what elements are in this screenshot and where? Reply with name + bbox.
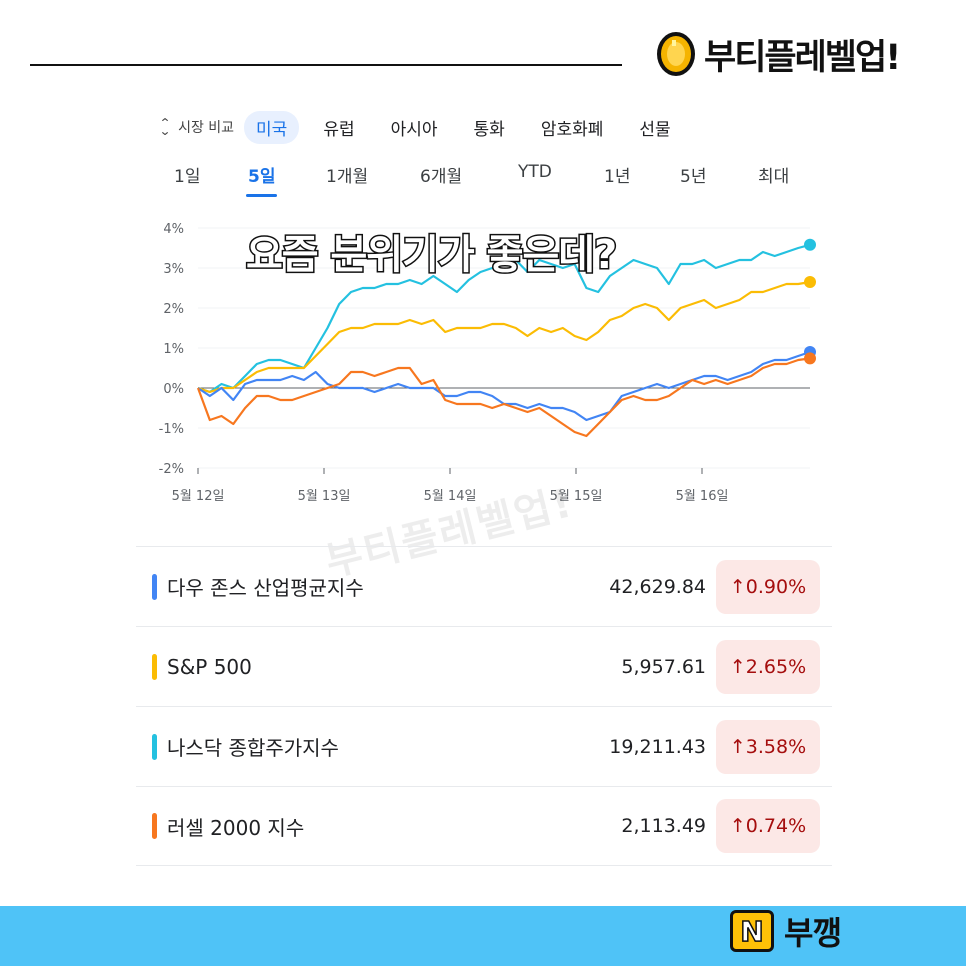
chart-series (196, 238, 816, 438)
tab-currency[interactable]: 통화 (473, 119, 505, 140)
series-endpoint-3 (804, 352, 816, 365)
y-tick-label: 4% (163, 222, 184, 237)
market-compare-toggle[interactable]: ⌃ ⌄ 시장 비교 (158, 116, 235, 138)
y-axis-ticks: 4% 3% 2% 1% 0% -1% -2% (159, 222, 184, 477)
y-tick-label: 0% (163, 382, 184, 397)
tab-crypto[interactable]: 암호화폐 (540, 119, 604, 140)
y-tick-label: 2% (163, 302, 184, 317)
y-tick-label: 3% (163, 262, 184, 277)
index-name: S&P 500 (167, 654, 252, 679)
overlay-caption-text: 요즘 분위기가 좋은데? (246, 232, 617, 278)
tab-asia[interactable]: 아시아 (390, 119, 438, 140)
series-swatch (152, 733, 157, 760)
index-name: 나스닥 종합주가지수 (167, 736, 339, 760)
range-tab-max[interactable]: 최대 (758, 167, 790, 187)
series-line-0 (197, 243, 811, 394)
index-value: 5,957.61 (621, 655, 706, 678)
index-change-badge: ↑2.65% (716, 639, 820, 694)
brand-logo: 부티플레벨업! (654, 26, 901, 82)
series-swatch (152, 813, 157, 839)
series-line-3 (196, 357, 811, 438)
gold-coin-icon (654, 30, 698, 78)
footer-logo: N 부깽 (730, 906, 842, 956)
series-line-1 (197, 280, 811, 394)
range-tab-6m[interactable]: 6개월 (420, 167, 463, 187)
index-change-badge: ↑0.90% (716, 559, 820, 614)
index-row-dow[interactable]: 다우 존스 산업평균지수 42,629.84 ↑0.90% (136, 546, 832, 626)
market-tabs: ⌃ ⌄ 시장 비교 미국 유럽 아시아 통화 암호화폐 선물 (158, 108, 707, 146)
index-row-sp500[interactable]: S&P 500 5,957.61 ↑2.65% (136, 626, 832, 706)
y-tick-label: -2% (159, 462, 184, 477)
tab-us[interactable]: 미국 (244, 110, 300, 144)
x-tick-label: 5월 14일 (424, 489, 477, 504)
range-tab-1d[interactable]: 1일 (174, 167, 201, 187)
header-divider (30, 64, 622, 66)
footer-bar (0, 906, 966, 966)
x-tick-label: 5월 15일 (550, 489, 603, 504)
market-compare-label: 시장 비교 (178, 120, 235, 136)
range-tab-5d[interactable]: 5일 (245, 162, 278, 197)
y-tick-label: 1% (163, 342, 184, 357)
comparison-line-chart: 4% 3% 2% 1% 0% -1% -2% 5월 12일 5월 13일 5월 14일 5월 15… (159, 222, 816, 504)
range-tabs: 1일 5일 1개월 6개월 YTD 1년 5년 최대 (174, 162, 814, 198)
tab-europe[interactable]: 유럽 (323, 119, 355, 140)
index-row-nasdaq[interactable]: 나스닥 종합주가지수 19,211.43 ↑3.58% (136, 706, 832, 786)
chart-grid (198, 227, 810, 469)
index-value: 19,211.43 (609, 735, 706, 758)
footer-brand-text: 부깽 (784, 914, 842, 952)
index-value: 2,113.49 (621, 815, 706, 837)
n-logo-icon: N (730, 910, 774, 952)
index-list: 다우 존스 산업평균지수 42,629.84 ↑0.90% S&P 500 5,… (136, 546, 832, 866)
range-tab-1y[interactable]: 1년 (604, 167, 631, 187)
series-swatch (152, 653, 157, 680)
series-endpoint-1 (804, 276, 816, 288)
index-value: 42,629.84 (609, 575, 706, 598)
x-tick-label: 5월 13일 (298, 489, 351, 504)
series-endpoint-0 (804, 238, 816, 251)
index-name: 러셀 2000 지수 (167, 815, 305, 840)
index-row-russell[interactable]: 러셀 2000 지수 2,113.49 ↑0.74% (136, 786, 832, 866)
x-tick-label: 5월 12일 (172, 489, 225, 504)
index-name: 다우 존스 산업평균지수 (167, 576, 364, 600)
overlay-caption: 요즘 분위기가 좋은데? 요즘 분위기가 좋은데? (244, 222, 618, 280)
index-change-badge: ↑3.58% (716, 719, 820, 774)
series-swatch (152, 573, 157, 600)
range-tab-ytd[interactable]: YTD (518, 162, 552, 182)
x-axis: 5월 12일 5월 13일 5월 14일 5월 15일 5월 16일 (172, 468, 729, 504)
index-change-badge: ↑0.74% (716, 799, 820, 853)
brand-name: 부티플레벨업! (704, 37, 901, 78)
range-tab-1m[interactable]: 1개월 (326, 167, 369, 187)
x-tick-label: 5월 16일 (676, 489, 729, 504)
y-tick-label: -1% (159, 422, 184, 437)
range-tab-5y[interactable]: 5년 (680, 167, 707, 187)
tab-futures[interactable]: 선물 (639, 119, 671, 140)
overlay-caption-stroke: 요즘 분위기가 좋은데? (244, 231, 618, 280)
chevron-up-down-icon: ⌃ ⌄ (158, 116, 172, 138)
